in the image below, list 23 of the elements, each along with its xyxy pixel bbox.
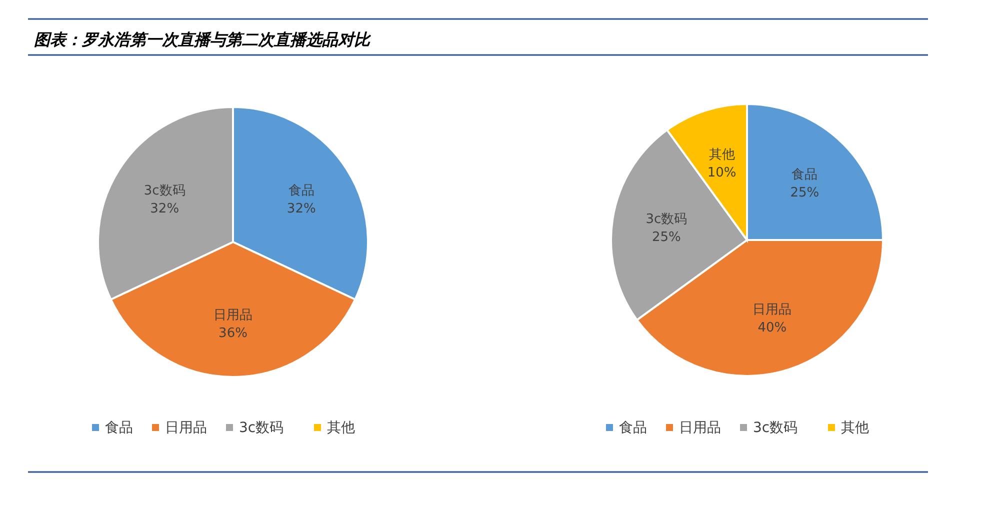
legend-label: 食品 [619, 420, 647, 436]
slice-label: 日用品 [752, 302, 792, 318]
data-label: 25% [790, 185, 820, 200]
chart-title: 图表：罗永浩第一次直播与第二次直播选品对比 [34, 30, 372, 49]
slice-label: 3c数码 [144, 184, 186, 199]
legend-label: 3c数码 [239, 420, 284, 436]
slice-label: 其他 [708, 147, 735, 162]
data-label: 40% [758, 320, 787, 336]
legend-label: 日用品 [679, 420, 721, 436]
data-label: 36% [218, 326, 248, 341]
legend-label: 日用品 [165, 420, 207, 436]
legend-label: 其他 [841, 420, 869, 436]
legend-label: 其他 [327, 420, 355, 436]
data-label: 10% [707, 165, 736, 180]
slice-label: 食品 [288, 184, 314, 199]
legend-label: 食品 [105, 420, 133, 436]
data-label: 25% [652, 230, 681, 246]
slice-label: 日用品 [214, 308, 252, 323]
data-label: 32% [286, 202, 316, 217]
legend-label: 3c数码 [753, 420, 798, 436]
slice-label: 3c数码 [646, 212, 688, 228]
slice-label: 食品 [792, 167, 818, 182]
data-label: 32% [150, 202, 180, 217]
